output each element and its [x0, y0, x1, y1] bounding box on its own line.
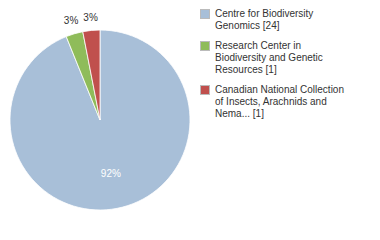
svg-text:3%: 3%	[64, 15, 79, 26]
svg-text:3%: 3%	[83, 12, 98, 23]
html-text:Centre for Biodiversity Genomi: Centre for Biodiversity Genomics [24]	[215, 8, 314, 31]
html-text:Canadian National Collection o: Canadian National Collection of Insects,…	[215, 84, 344, 119]
svg-text:92%: 92%	[101, 168, 121, 179]
html-text:Research Center in Biodiversit: Research Center in Biodiversity and Gene…	[215, 40, 323, 75]
